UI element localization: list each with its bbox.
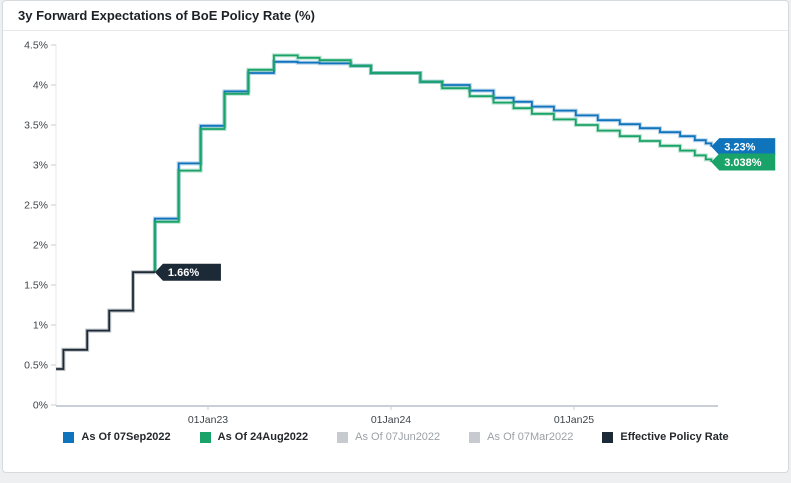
legend-item-as-of-07mar2022[interactable]: As Of 07Mar2022 [469,431,573,443]
y-tick-label: 1% [33,320,48,332]
series-halo-effective-policy-rate [56,270,155,371]
value-tag-label-as-of-07sep2022: 3.23% [724,142,755,154]
value-tag-as-of-07sep2022 [711,138,776,156]
y-tick-label: 3.5% [24,120,48,132]
value-tag-label-effective-policy-rate: 1.66% [168,267,199,279]
legend-swatch-icon [469,431,481,443]
value-tag-effective-policy-rate [154,263,221,281]
y-tick-label: 0% [33,400,48,412]
chart-card: 3y Forward Expectations of BoE Policy Ra… [2,0,789,473]
legend-item-as-of-24aug2022[interactable]: As Of 24Aug2022 [199,431,309,443]
y-tick-label: 0.5% [24,360,48,372]
series-line-as-of-24aug2022[interactable] [154,54,713,273]
legend-item-as-of-07sep2022[interactable]: As Of 07Sep2022 [63,431,171,443]
legend-item-label: As Of 24Aug2022 [217,431,309,443]
legend-item-label: As Of 07Sep2022 [81,431,171,443]
legend-swatch-icon [602,431,614,443]
chart-plot-area[interactable]: 0% 0.5% 1% 1.5% 2% 2.5% 3% 3.5% 4% 4.5% 01Jan23 01J… [3,32,789,432]
series-line-effective-policy-rate[interactable] [56,271,155,370]
legend-item-label: As Of 07Mar2022 [487,431,574,443]
chart-header: 3y Forward Expectations of BoE Policy Ra… [3,1,788,31]
y-tick-label: 2% [33,240,48,252]
legend-swatch-icon [337,431,349,443]
legend-item-effective-policy-rate[interactable]: Effective Policy Rate [602,431,729,443]
legend-item-as-of-07jun2022[interactable]: As Of 07Jun2022 [337,431,440,443]
y-tick-label: 1.5% [24,280,48,292]
x-tick-label: 01Jan25 [554,414,594,426]
chart-title: 3y Forward Expectations of BoE Policy Ra… [18,8,315,23]
y-tick-label: 2.5% [24,200,48,212]
value-tag-as-of-24aug2022 [711,153,776,171]
value-tag-label-as-of-24aug2022: 3.038% [724,157,762,169]
y-tick-label: 4.5% [24,40,48,52]
series-halo-as-of-24aug2022 [152,53,714,273]
legend-swatch-icon [199,431,211,443]
x-tick-label: 01Jan24 [371,414,411,426]
legend-swatch-icon [63,431,75,443]
legend-item-label: As Of 07Jun2022 [355,431,441,443]
y-tick-label: 3% [33,160,48,172]
x-tick-label: 01Jan23 [188,414,228,426]
policy-rate-chart[interactable]: 0% 0.5% 1% 1.5% 2% 2.5% 3% 3.5% 4% 4.5% 01Jan23 01J… [3,32,789,432]
legend-item-label: Effective Policy Rate [620,431,729,443]
chart-legend: As Of 07Sep2022 As Of 24Aug2022 As Of 07Ju… [3,431,788,443]
y-tick-label: 4% [33,80,48,92]
